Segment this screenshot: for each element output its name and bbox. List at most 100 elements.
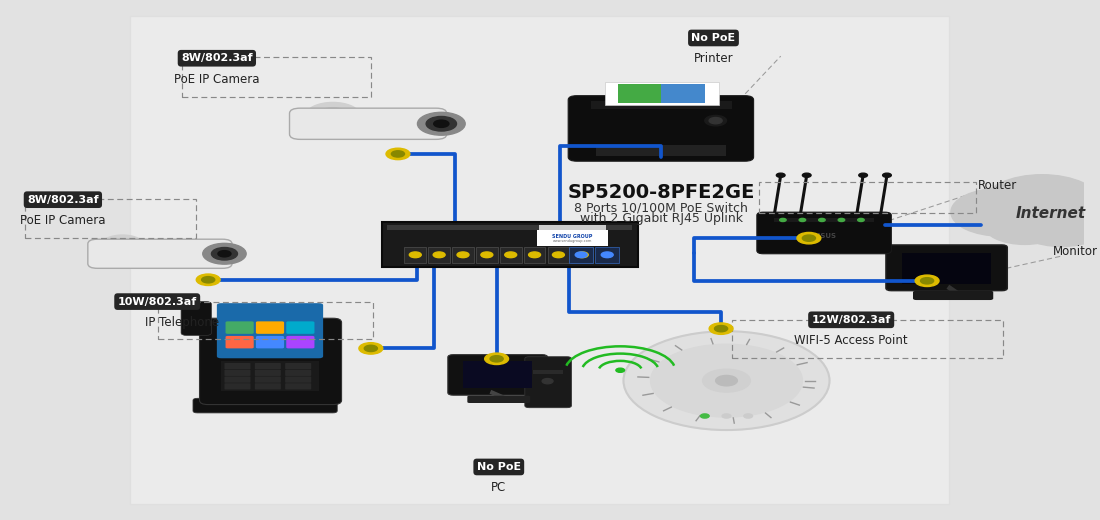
Circle shape	[505, 252, 517, 258]
FancyBboxPatch shape	[255, 383, 280, 389]
Circle shape	[196, 274, 220, 285]
FancyBboxPatch shape	[902, 253, 991, 284]
Circle shape	[491, 356, 503, 362]
Circle shape	[710, 118, 723, 124]
FancyBboxPatch shape	[382, 222, 638, 267]
Text: 8W/802.3af: 8W/802.3af	[28, 194, 99, 205]
FancyBboxPatch shape	[256, 336, 284, 348]
FancyBboxPatch shape	[468, 396, 530, 403]
Text: www.sendugroup.com: www.sendugroup.com	[553, 239, 592, 243]
Circle shape	[386, 148, 410, 160]
Circle shape	[921, 278, 934, 284]
FancyBboxPatch shape	[130, 16, 949, 504]
Circle shape	[101, 235, 144, 256]
FancyBboxPatch shape	[463, 361, 532, 388]
Circle shape	[481, 252, 493, 258]
Circle shape	[364, 345, 377, 352]
Circle shape	[306, 102, 360, 128]
Circle shape	[1040, 189, 1100, 233]
FancyBboxPatch shape	[221, 361, 319, 391]
Circle shape	[780, 218, 786, 222]
Text: No PoE: No PoE	[692, 33, 736, 43]
FancyBboxPatch shape	[448, 355, 548, 395]
FancyBboxPatch shape	[571, 247, 593, 263]
FancyBboxPatch shape	[387, 225, 632, 230]
Text: SP5200-8PFE2GE: SP5200-8PFE2GE	[568, 183, 755, 202]
Circle shape	[723, 414, 730, 418]
FancyBboxPatch shape	[255, 363, 280, 369]
Circle shape	[409, 252, 421, 258]
FancyBboxPatch shape	[886, 245, 1008, 291]
FancyBboxPatch shape	[88, 239, 232, 268]
Circle shape	[838, 218, 845, 222]
FancyBboxPatch shape	[217, 303, 323, 358]
Circle shape	[983, 175, 1100, 231]
Circle shape	[317, 108, 349, 123]
Circle shape	[602, 252, 613, 258]
Circle shape	[552, 252, 564, 258]
FancyBboxPatch shape	[570, 247, 593, 263]
Text: WIFI-5 Access Point: WIFI-5 Access Point	[794, 334, 907, 347]
Text: PC: PC	[492, 482, 506, 494]
FancyBboxPatch shape	[525, 357, 571, 408]
FancyBboxPatch shape	[548, 247, 570, 263]
Circle shape	[433, 120, 449, 127]
FancyBboxPatch shape	[524, 247, 546, 263]
FancyBboxPatch shape	[537, 230, 608, 246]
Circle shape	[705, 115, 726, 126]
Circle shape	[110, 239, 135, 252]
FancyBboxPatch shape	[499, 247, 521, 263]
FancyBboxPatch shape	[618, 84, 661, 103]
FancyBboxPatch shape	[224, 363, 251, 369]
Circle shape	[542, 379, 553, 384]
FancyBboxPatch shape	[289, 108, 447, 139]
FancyBboxPatch shape	[255, 370, 280, 376]
FancyBboxPatch shape	[286, 321, 315, 334]
Circle shape	[529, 252, 540, 258]
Text: 8 Ports 10/100M PoE Switch: 8 Ports 10/100M PoE Switch	[574, 201, 748, 214]
Text: PoE IP Camera: PoE IP Camera	[174, 73, 260, 86]
Circle shape	[744, 414, 752, 418]
Circle shape	[716, 375, 737, 386]
Circle shape	[701, 414, 710, 418]
FancyBboxPatch shape	[452, 247, 474, 263]
Circle shape	[211, 248, 238, 260]
Circle shape	[616, 368, 625, 372]
FancyBboxPatch shape	[286, 336, 315, 348]
Circle shape	[624, 331, 829, 430]
FancyBboxPatch shape	[428, 247, 450, 263]
Circle shape	[456, 252, 469, 258]
FancyBboxPatch shape	[192, 398, 338, 413]
Circle shape	[715, 326, 727, 332]
FancyBboxPatch shape	[476, 247, 497, 263]
Text: PoE IP Camera: PoE IP Camera	[20, 214, 106, 227]
FancyBboxPatch shape	[591, 101, 732, 109]
Text: with 2 Gigabit RJ45 Uplink: with 2 Gigabit RJ45 Uplink	[580, 212, 742, 225]
Text: Internet: Internet	[1015, 206, 1086, 220]
FancyBboxPatch shape	[199, 318, 342, 405]
Circle shape	[859, 173, 868, 177]
FancyBboxPatch shape	[285, 383, 311, 389]
FancyBboxPatch shape	[539, 225, 606, 230]
Text: Printer: Printer	[694, 53, 734, 66]
Circle shape	[703, 369, 750, 392]
Text: ASUS: ASUS	[816, 233, 837, 239]
Text: 10W/802.3af: 10W/802.3af	[118, 296, 197, 307]
Circle shape	[798, 232, 821, 244]
Circle shape	[485, 353, 508, 365]
Circle shape	[983, 205, 1066, 244]
Circle shape	[426, 116, 456, 131]
FancyBboxPatch shape	[285, 376, 311, 383]
Circle shape	[950, 188, 1050, 236]
Circle shape	[802, 173, 811, 177]
Text: No PoE: No PoE	[476, 462, 520, 472]
Text: SENDU GROUP: SENDU GROUP	[552, 233, 593, 239]
FancyBboxPatch shape	[255, 376, 280, 383]
Text: Monitor: Monitor	[1053, 245, 1098, 258]
Circle shape	[202, 243, 246, 264]
Circle shape	[799, 218, 805, 222]
Circle shape	[882, 173, 891, 177]
Circle shape	[201, 277, 214, 283]
Text: IP Telephone: IP Telephone	[145, 316, 219, 329]
FancyBboxPatch shape	[285, 370, 311, 376]
